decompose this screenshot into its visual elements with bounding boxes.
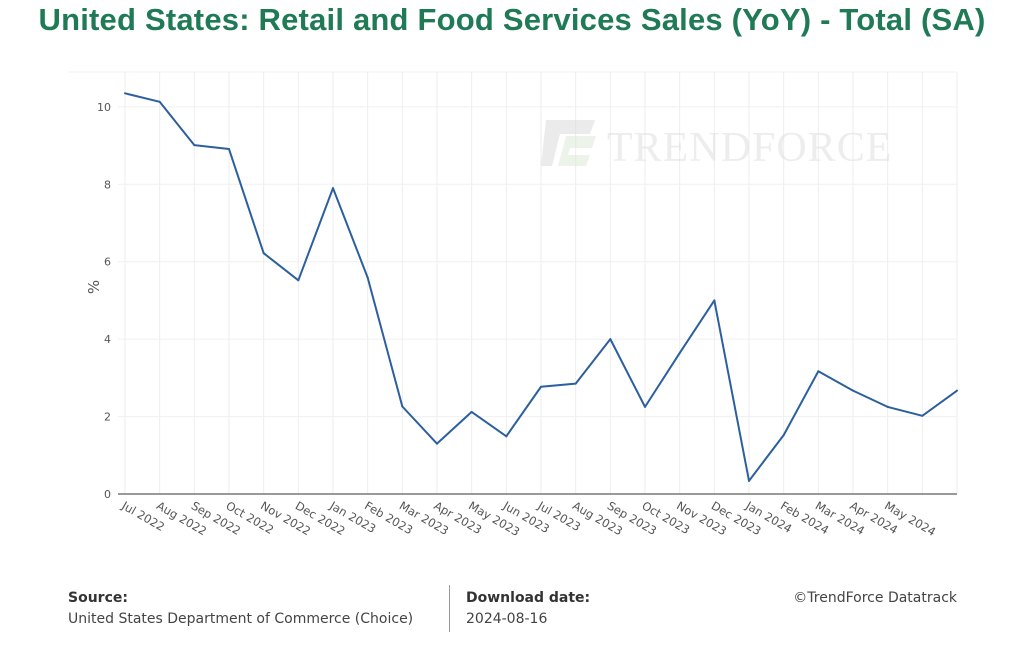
chart-title: United States: Retail and Food Services … (38, 2, 986, 37)
watermark-logo-icon-green (558, 136, 596, 166)
source-value: United States Department of Commerce (Ch… (68, 611, 414, 627)
data-point (574, 382, 577, 385)
y-tick-label: 4 (104, 333, 111, 346)
data-point (193, 144, 196, 147)
data-point (886, 405, 889, 408)
watermark-text: TRENDFORCE (607, 125, 892, 171)
data-point (609, 338, 612, 341)
data-point (956, 389, 958, 392)
y-axis-label: % (85, 280, 103, 294)
data-point (713, 299, 716, 302)
download-block: Download date: 2024-08-16 (466, 590, 590, 632)
data-point (436, 442, 438, 445)
y-tick-label: 10 (97, 101, 111, 114)
download-value: 2024-08-16 (466, 611, 548, 627)
data-point (782, 434, 785, 437)
watermark-logo-icon (541, 120, 595, 166)
data-point (401, 405, 404, 408)
copyright: ©TrendForce Datatrack (793, 590, 957, 606)
data-point (852, 389, 854, 392)
source-label: Source: (68, 590, 128, 606)
data-point (228, 148, 230, 151)
data-point (366, 276, 369, 279)
data-point (540, 385, 542, 388)
data-point (297, 279, 300, 282)
data-points (124, 92, 958, 482)
data-point (644, 405, 646, 408)
y-tick-label: 8 (104, 178, 111, 191)
watermark: TRENDFORCE (541, 120, 892, 171)
data-point (921, 414, 924, 417)
download-label: Download date: (466, 590, 591, 606)
y-axis: 0 2 4 6 8 10 (97, 101, 111, 501)
data-point (748, 479, 750, 482)
footer-divider (449, 585, 450, 632)
data-point (332, 187, 334, 190)
y-tick-label: 0 (104, 488, 111, 501)
data-point (505, 435, 508, 438)
y-tick-label: 2 (104, 411, 111, 424)
data-point (470, 410, 473, 413)
data-point (678, 352, 681, 355)
y-tick-label: 6 (104, 256, 111, 269)
data-point (124, 92, 126, 95)
gridlines (68, 71, 958, 494)
data-point (817, 370, 820, 373)
source-block: Source: United States Department of Comm… (68, 590, 413, 632)
data-point (158, 100, 161, 103)
data-point (262, 252, 265, 255)
